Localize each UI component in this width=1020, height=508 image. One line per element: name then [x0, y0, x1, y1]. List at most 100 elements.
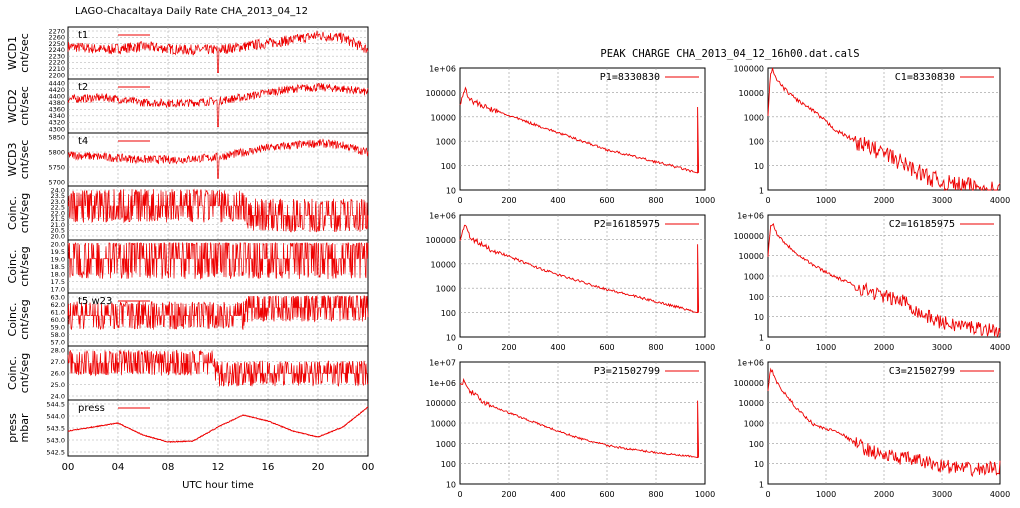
y-tick-label: 10	[754, 460, 764, 469]
y-tick-label: 10	[754, 313, 764, 322]
y-tick-label: 10000	[739, 399, 764, 408]
y-tick-label: 61.0	[51, 308, 65, 316]
y-tick-label: 10000	[739, 252, 764, 261]
y-axis-label: Coinc.cnt/seg	[6, 299, 31, 340]
y-tick-label: 10	[446, 481, 456, 490]
legend-label: press	[78, 403, 105, 414]
y-tick-label: 544.0	[46, 412, 65, 420]
y-tick-label: 24.0	[51, 186, 65, 194]
y-axis-label-line: cnt/seg	[18, 353, 31, 394]
y-tick-label: 18.0	[51, 270, 65, 278]
y-tick-label: 2230	[48, 52, 65, 60]
y-tick-label: 1000	[744, 113, 764, 122]
series-line	[67, 349, 369, 387]
series-line	[67, 406, 369, 443]
y-tick-label: 100	[749, 138, 764, 147]
x-tick-label: 08	[162, 462, 175, 473]
x-tick-label: 600	[599, 196, 614, 205]
y-tick-label: 543.5	[46, 424, 65, 432]
y-tick-label: 1e+06	[429, 65, 456, 74]
x-tick-label: 400	[550, 490, 565, 499]
y-tick-label: 1000	[436, 138, 456, 147]
legend-label: P2=16185975	[594, 219, 660, 230]
y-tick-label: 4340	[48, 112, 65, 120]
y-tick-label: 100	[441, 460, 456, 469]
legend-label: P3=21502799	[594, 366, 660, 377]
legend-label: t1	[78, 30, 88, 41]
y-tick-label: 542.5	[46, 448, 65, 456]
y-axis-label-line: cnt/seg	[18, 299, 31, 340]
x-tick-label: 12	[212, 462, 225, 473]
y-tick-label: 100000	[733, 65, 764, 74]
series-line	[459, 86, 700, 174]
x-tick-label: 00	[62, 462, 75, 473]
x-tick-label: 0	[765, 196, 770, 205]
y-tick-label: 10	[446, 334, 456, 343]
panel-frame	[459, 214, 706, 338]
y-axis-label: WCD1cnt/sec	[6, 33, 31, 73]
y-tick-label: 5850	[48, 133, 65, 141]
y-tick-label: 28.0	[51, 346, 65, 354]
y-tick-label: 1e+06	[429, 379, 456, 388]
y-tick-label: 57.0	[51, 338, 65, 346]
series-line	[767, 367, 1001, 478]
y-tick-label: 2270	[48, 27, 65, 35]
histogram-panel: 100000 10000 1000 100 10 10 1000 2000 3000 4000 C1…	[733, 65, 1010, 206]
y-tick-label: 5700	[48, 178, 65, 186]
histogram-panel: 1e+06 100000 10000 1000 100 100 200 400 600 800 10…	[425, 212, 715, 353]
y-tick-label: 22.0	[51, 209, 65, 217]
y-axis-label-line: WCD1	[6, 36, 19, 70]
y-tick-label: 21.5	[51, 215, 65, 223]
x-tick-label: 2000	[874, 196, 894, 205]
y-tick-label: 2220	[48, 59, 65, 67]
y-axis-label-line: cnt/sec	[18, 140, 31, 180]
x-tick-label: 4000	[990, 343, 1010, 352]
y-tick-label: 100	[749, 440, 764, 449]
y-tick-label: 1000	[436, 285, 456, 294]
legend-label: P1=8330830	[600, 72, 660, 83]
y-tick-label: 18.5	[51, 263, 65, 271]
x-tick-label: 400	[550, 343, 565, 352]
y-axis-label-line: Coinc.	[6, 196, 19, 230]
y-tick-label: 10000	[739, 89, 764, 98]
y-tick-label: 59.0	[51, 323, 65, 331]
x-tick-label: 600	[599, 343, 614, 352]
x-tick-label: 1000	[695, 196, 715, 205]
x-tick-label: 20	[312, 462, 325, 473]
y-axis-label-line: WCD2	[6, 89, 19, 123]
y-tick-label: 100	[441, 162, 456, 171]
y-tick-label: 2260	[48, 34, 65, 42]
y-tick-label: 21.0	[51, 221, 65, 229]
y-tick-label: 19.0	[51, 255, 65, 263]
legend-label: t4	[78, 136, 88, 147]
x-tick-label: 200	[501, 343, 516, 352]
y-axis-label: WCD3cnt/sec	[6, 140, 31, 180]
histogram-panel: 1e+06 100000 10000 1000 100 100 200 400 600 800 10…	[425, 65, 715, 206]
y-axis-label-line: mbar	[18, 413, 31, 442]
y-tick-label: 25.0	[51, 381, 65, 389]
y-axis-label-line: press	[6, 413, 19, 443]
y-tick-label: 62.0	[51, 301, 65, 309]
y-tick-label: 543.0	[46, 436, 65, 444]
y-tick-label: 1	[759, 481, 764, 490]
y-tick-label: 2250	[48, 40, 65, 48]
y-tick-label: 63.0	[51, 293, 65, 301]
y-tick-label: 2200	[48, 71, 65, 79]
y-tick-label: 17.5	[51, 278, 65, 286]
y-tick-label: 1e+07	[429, 359, 456, 368]
y-tick-label: 19.5	[51, 248, 65, 256]
x-tick-label: 1000	[816, 196, 836, 205]
y-tick-label: 20.5	[51, 227, 65, 235]
series-line	[67, 82, 369, 127]
x-tick-label: 800	[648, 196, 663, 205]
y-tick-label: 4420	[48, 86, 65, 94]
x-tick-label: 0	[765, 343, 770, 352]
series-line	[767, 67, 1001, 192]
x-tick-label: 200	[501, 196, 516, 205]
x-tick-label: 3000	[932, 343, 952, 352]
y-tick-label: 100000	[733, 379, 764, 388]
x-tick-label: 3000	[932, 196, 952, 205]
